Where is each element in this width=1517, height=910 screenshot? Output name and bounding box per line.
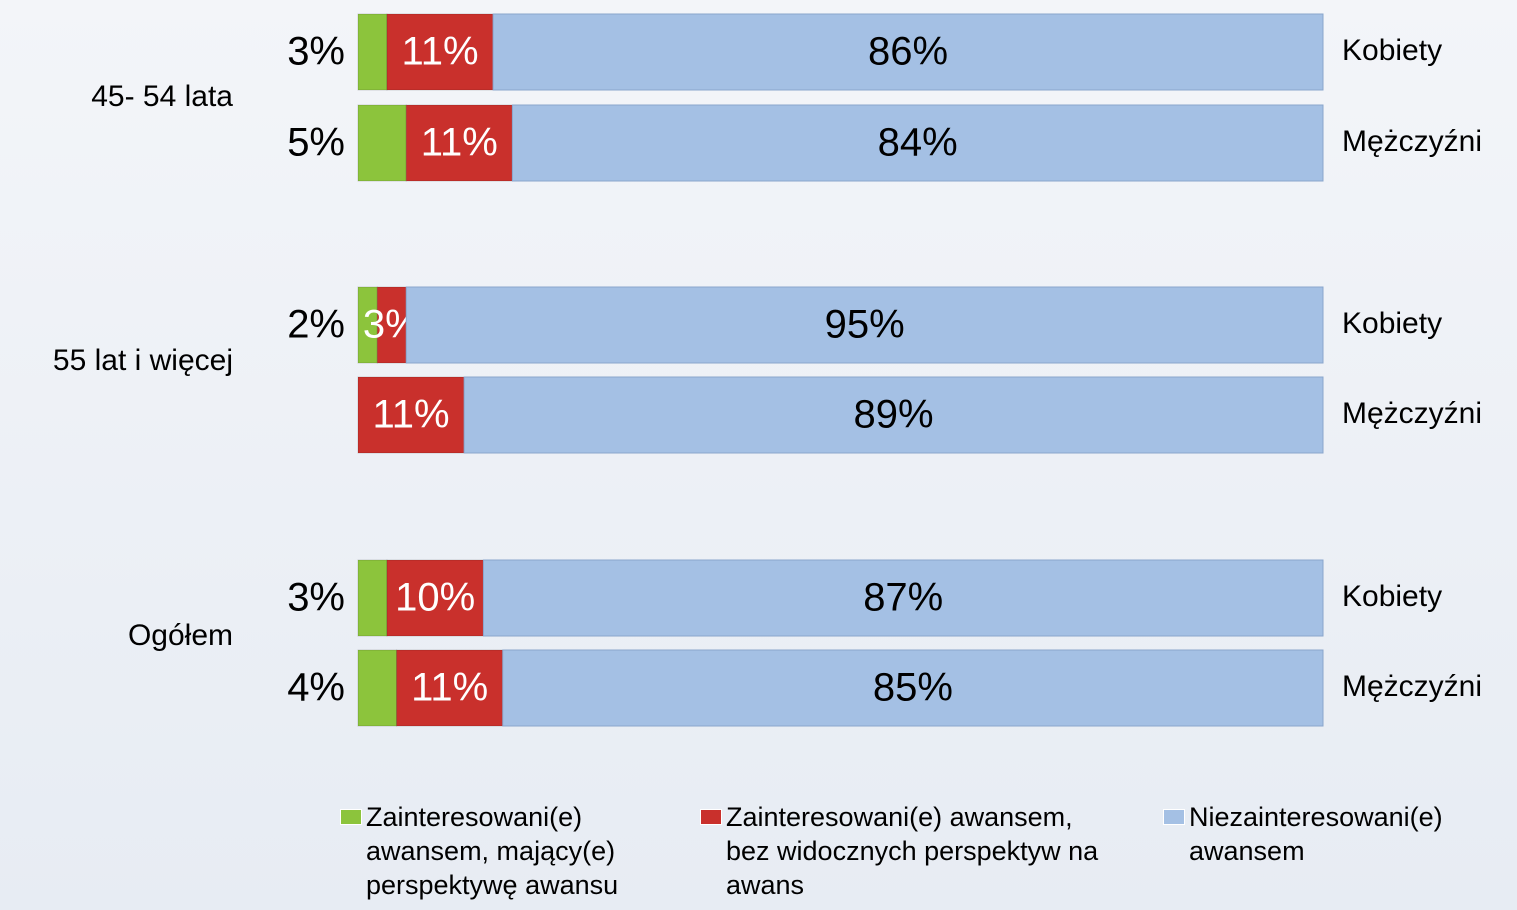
bar-segment [482, 559, 1324, 637]
data-label: 3% [287, 576, 345, 620]
bar-segment [357, 649, 398, 727]
data-label: 87% [863, 576, 943, 620]
legend-label: Niezainteresowani(e) awansem [1189, 802, 1443, 866]
data-label: 5% [287, 121, 345, 165]
category-label: Mężczyźni [1342, 397, 1482, 430]
group-label: Ogółem [128, 619, 233, 652]
data-label: 11% [373, 393, 450, 437]
group-label: 45- 54 lata [91, 80, 233, 113]
legend-label: Zainteresowani(e) awansem, bez widocznyc… [726, 802, 1099, 900]
bar-segment [405, 286, 1324, 364]
category-label: Kobiety [1342, 307, 1442, 340]
bar-segment [357, 104, 407, 182]
legend-item: Niezainteresowani(e) awansem [1163, 800, 1503, 868]
legend-swatch [700, 809, 722, 825]
bar-segment [502, 649, 1324, 727]
bar-segment [357, 559, 388, 637]
data-label: 11% [411, 666, 488, 710]
data-label: 84% [878, 121, 958, 165]
bar-segment [492, 13, 1324, 91]
data-label: 4% [287, 666, 345, 710]
bar-segment [357, 376, 465, 454]
data-label: 85% [873, 666, 953, 710]
category-label: Kobiety [1342, 580, 1442, 613]
legend-label: Zainteresowani(e) awansem, mający(e) per… [366, 802, 619, 900]
data-label: 95% [825, 303, 905, 347]
legend-item: Zainteresowani(e) awansem, mający(e) per… [340, 800, 670, 902]
bar-segment [376, 286, 407, 364]
data-label: 86% [868, 30, 948, 74]
bar-segment [463, 376, 1324, 454]
category-label: Mężczyźni [1342, 125, 1482, 158]
category-label: Kobiety [1342, 34, 1442, 67]
legend-swatch [1163, 809, 1185, 825]
bar-segment [386, 559, 484, 637]
data-label: 3% [287, 30, 345, 74]
bar-segment [511, 104, 1324, 182]
data-label: 2% [287, 303, 345, 347]
category-label: Mężczyźni [1342, 670, 1482, 703]
bar-segment [386, 13, 494, 91]
bar-segment [357, 13, 388, 91]
legend-swatch [340, 809, 362, 825]
bar-segment [396, 649, 504, 727]
legend-item: Zainteresowani(e) awansem, bez widocznyc… [700, 800, 1120, 902]
data-label: 10% [395, 576, 475, 620]
bar-segment [405, 104, 513, 182]
data-label: 11% [421, 121, 498, 165]
data-label: 89% [854, 393, 934, 437]
group-label: 55 lat i więcej [53, 344, 233, 377]
data-label: 11% [401, 30, 478, 74]
